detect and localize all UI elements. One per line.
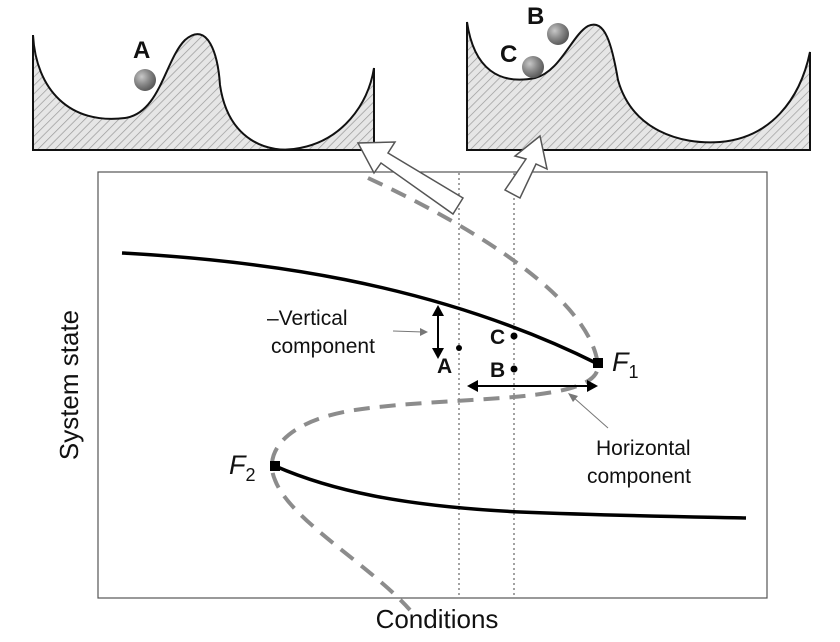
landscape-left-surface: [32, 33, 375, 151]
horizontal-component-leader-head: [568, 393, 578, 402]
horizontal-component-text-2: component: [587, 465, 691, 488]
ball-label-c: C: [500, 41, 517, 68]
landscape-right-surface: [466, 21, 811, 151]
unstable-branch: [269, 176, 601, 612]
ball-b: [547, 23, 569, 45]
ball-label-a: A: [133, 37, 150, 64]
bifurcation-point-f2: [270, 461, 280, 471]
horizontal-component-arrow: [467, 380, 598, 392]
vertical-component-leader-head: [420, 328, 428, 336]
stable-branch-lower: [274, 464, 747, 520]
ball-c: [522, 56, 544, 78]
ball-label-b: B: [527, 3, 544, 30]
vertical-component-text-1: –Vertical: [267, 307, 348, 330]
x-axis-label: Conditions: [376, 604, 499, 634]
bifurcation-point-f1: [593, 358, 603, 368]
point-label-c: C: [490, 326, 505, 349]
landscape-left: A: [32, 33, 375, 151]
plot-frame: [97, 171, 768, 599]
ball-a: [134, 69, 156, 91]
y-axis-label: System state: [54, 310, 84, 460]
point-a: [456, 345, 462, 351]
vertical-component-arrow: [432, 305, 444, 359]
horizontal-component-leader: [572, 396, 609, 429]
horizontal-component-text-1: Horizontal: [596, 437, 691, 460]
point-b: [510, 365, 518, 373]
stable-branch-upper: [121, 251, 599, 366]
point-label-b: B: [490, 359, 505, 382]
pointer-arrow-right: [503, 134, 549, 200]
vertical-component-leader: [392, 330, 424, 333]
f1-label: F1: [612, 347, 639, 382]
point-c: [510, 332, 518, 340]
pointer-arrow-left: [356, 141, 465, 216]
landscape-right: B C: [466, 3, 811, 151]
f2-label: F2: [229, 450, 256, 485]
vertical-component-text-2: component: [271, 335, 375, 358]
point-label-a: A: [437, 355, 452, 378]
